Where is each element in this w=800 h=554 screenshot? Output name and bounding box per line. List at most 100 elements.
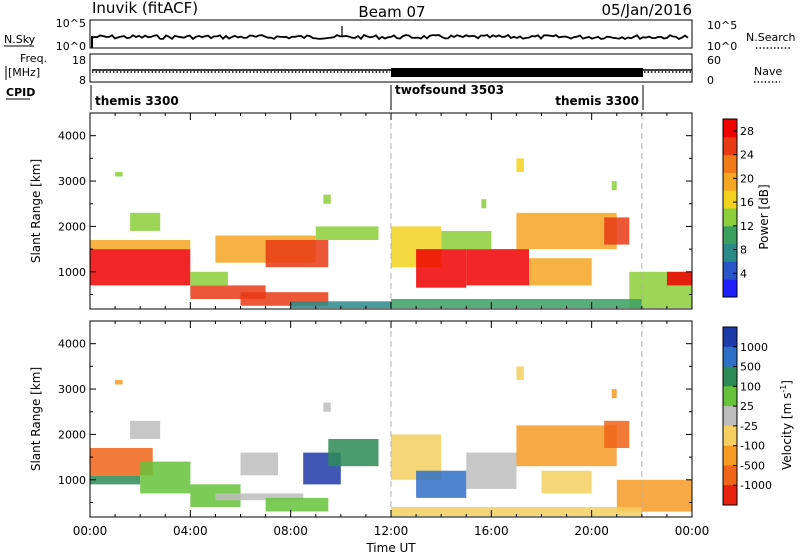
colorbar-swatch (723, 346, 737, 368)
velocity-cell-13 (516, 425, 617, 467)
nsky-trace (91, 33, 689, 41)
time-axis-label: Time UT (365, 541, 416, 554)
power-colorbar: 4 8 12 16 20 24 28 (722, 118, 754, 298)
colorbar-swatch (723, 327, 737, 348)
velocity-axes: 1000 2000 3000 4000 00:00 04:00 08:00 12:00 16:0… (58, 320, 709, 538)
colorbar-tick-label: -100 (740, 440, 765, 453)
colorbar-tick-label: 1000 (740, 341, 768, 354)
y-tick-label: 4000 (58, 338, 86, 351)
velocity-ylabel: Slant Range [km] (29, 367, 43, 471)
y-tick-label: 4000 (58, 130, 86, 143)
power-cell-16 (604, 217, 630, 245)
y-tick-label: 3000 (58, 383, 86, 396)
cpid-segment-1: themis 3300 (95, 94, 179, 108)
velocity-colorbar: 1000 500 100 25 -25 -100 -500 -1000 (722, 326, 772, 506)
velocity-cell-11 (416, 470, 467, 498)
colorbar-tick-label: 24 (740, 149, 754, 162)
colorbar-tick-label: 4 (740, 267, 747, 280)
cpid-panel: CPID themis 3300 twofsound 3503 themis 3… (6, 83, 644, 110)
x-tick-label: 08:00 (273, 524, 308, 538)
power-colorbar-label: Power [dB] (757, 184, 771, 249)
power-cell-1 (90, 240, 191, 250)
cpid-segment-3: themis 3300 (555, 94, 639, 108)
colorbar-tick-label: 20 (740, 172, 754, 185)
velocity-panel: 1000 2000 3000 4000 00:00 04:00 08:00 12:00 16:0… (29, 320, 794, 554)
power-cell-21 (323, 194, 331, 204)
power-cell-13 (441, 231, 492, 250)
nave-dense-block (391, 68, 643, 77)
nsky-tick-top: 10^5 (56, 17, 86, 30)
nsearch-tick-top: 10^5 (707, 19, 737, 32)
velocity-colorbar-label-main: Velocity [m s (780, 393, 794, 470)
date-title: 05/Jan/2016 (602, 1, 693, 19)
beam-title: Beam 07 (358, 3, 425, 21)
x-tick-label: 20:00 (574, 524, 609, 538)
nave-tick-top: 60 (707, 54, 721, 67)
colorbar-swatch (723, 261, 737, 280)
freq-frame (89, 53, 693, 83)
colorbar-tick-label: 12 (740, 220, 754, 233)
nsky-frame (89, 19, 693, 49)
power-cell-23 (516, 158, 524, 172)
colorbar-swatch (723, 279, 737, 298)
freq-label-line2: [MHz] (8, 66, 40, 79)
nave-tick-bottom: 0 (707, 74, 714, 87)
colorbar-swatch (723, 465, 737, 486)
colorbar-tick-label: 28 (740, 125, 754, 138)
velocity-cell-3 (130, 420, 161, 439)
power-cell-18 (666, 271, 692, 286)
power-cell-8 (315, 226, 379, 240)
power-ylabel: Slant Range [km] (29, 159, 43, 263)
colorbar-swatch (723, 485, 737, 506)
power-cell-11 (416, 249, 467, 288)
power-cell-22 (481, 199, 487, 209)
y-tick-label: 1000 (58, 266, 86, 279)
cpid-label: CPID (6, 86, 35, 99)
power-panel: 1000 2000 3000 4000 Slant Range [km] 4 8 12 16… (29, 112, 771, 310)
power-cell-15 (516, 212, 617, 250)
velocity-cell-6 (240, 452, 279, 476)
station-title: Inuvik (fitACF) (92, 0, 198, 17)
colorbar-swatch (723, 225, 737, 245)
power-cell-20 (115, 172, 123, 177)
freq-label-line1: Freq. (20, 52, 47, 65)
velocity-cell-15 (604, 420, 630, 448)
freq-tick-top: 18 (72, 54, 86, 67)
power-cell-9 (290, 301, 391, 309)
velocity-cells (90, 366, 693, 517)
y-tick-label: 1000 (58, 474, 86, 487)
velocity-cell-19 (323, 402, 331, 412)
velocity-colorbar-label-sup: -1 (779, 385, 788, 393)
freq-panel: Freq. [MHz] 18 8 60 0 Nave (5, 52, 782, 87)
velocity-cell-18 (115, 380, 123, 385)
nave-label: Nave (754, 65, 782, 78)
colorbar-swatch (723, 445, 737, 466)
colorbar-tick-label: -1000 (740, 479, 772, 492)
nsky-label: N.Sky (4, 33, 36, 46)
nsearch-label: N.Search (746, 31, 796, 44)
x-tick-label: 12:00 (374, 524, 409, 538)
colorbar-swatch (723, 190, 737, 209)
colorbar-tick-label: 25 (740, 400, 754, 413)
colorbar-swatch (723, 172, 737, 191)
colorbar-swatch (723, 425, 737, 447)
velocity-colorbar-label-end: ] (780, 380, 794, 385)
y-tick-label: 3000 (58, 175, 86, 188)
colorbar-tick-label: -500 (740, 459, 765, 472)
velocity-plot-border (89, 320, 693, 518)
colorbar-tick-label: 8 (740, 244, 747, 257)
colorbar-tick-label: -25 (740, 420, 758, 433)
power-cell-7 (265, 240, 329, 268)
velocity-cell-2 (140, 461, 191, 494)
colorbar-tick-label: 16 (740, 196, 754, 209)
velocity-cell-14 (541, 470, 592, 494)
power-cell-12 (466, 249, 529, 286)
velocity-colorbar-label: Velocity [m s-1] (779, 380, 794, 470)
freq-tick-bottom: 8 (79, 74, 86, 87)
colorbar-swatch (723, 366, 737, 387)
colorbar-swatch (723, 243, 737, 262)
power-cell-4 (190, 271, 228, 286)
colorbar-tick-label: 100 (740, 380, 761, 393)
colorbar-frame (722, 326, 738, 506)
